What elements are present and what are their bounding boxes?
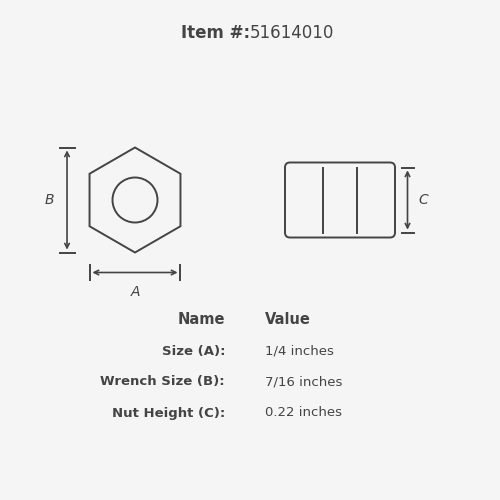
Text: A: A xyxy=(130,285,140,299)
Text: 7/16 inches: 7/16 inches xyxy=(265,376,342,388)
Text: Value: Value xyxy=(265,312,311,328)
Text: B: B xyxy=(45,193,54,207)
Text: 51614010: 51614010 xyxy=(250,24,334,42)
Text: Item #:: Item #: xyxy=(181,24,250,42)
Text: Wrench Size (B):: Wrench Size (B): xyxy=(100,376,225,388)
Text: 1/4 inches: 1/4 inches xyxy=(265,344,334,358)
Text: Name: Name xyxy=(178,312,225,328)
Text: Nut Height (C):: Nut Height (C): xyxy=(112,406,225,420)
Text: 0.22 inches: 0.22 inches xyxy=(265,406,342,420)
Text: C: C xyxy=(418,193,428,207)
Text: Size (A):: Size (A): xyxy=(162,344,225,358)
